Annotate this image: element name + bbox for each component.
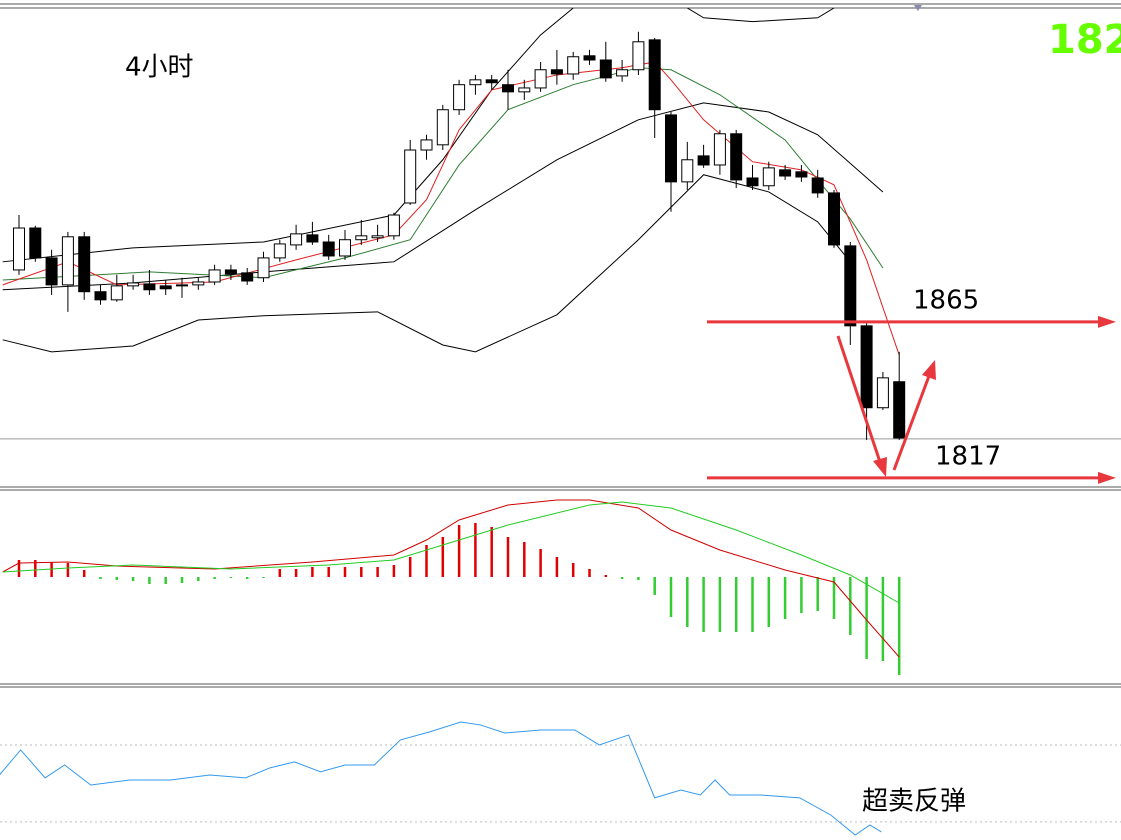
indicator-line	[2, 174, 851, 353]
candle-body	[779, 169, 792, 177]
candle-body	[208, 269, 221, 283]
candle-body	[355, 235, 368, 241]
indicator-line	[2, 8, 835, 263]
candle-body	[224, 269, 237, 275]
candle-body	[257, 257, 270, 279]
candle-body	[550, 69, 563, 75]
candle-body	[648, 39, 661, 111]
candle-body	[697, 155, 710, 166]
candle-body	[371, 235, 384, 239]
candle-body	[713, 133, 726, 166]
level-label: 1865	[913, 285, 979, 315]
candle-body	[746, 177, 759, 187]
candle-body	[306, 234, 319, 243]
candle-body	[322, 241, 335, 257]
price-display: 182	[1048, 17, 1121, 63]
arrow	[892, 375, 931, 471]
candle-body	[844, 245, 857, 327]
candle-body	[730, 133, 743, 181]
candle-body	[534, 69, 547, 89]
candle-body	[176, 284, 188, 287]
candle-body	[290, 233, 303, 246]
candle-body	[502, 84, 514, 93]
arrow	[836, 335, 882, 463]
oscillator-panel	[0, 721, 1121, 836]
candle-body	[420, 139, 433, 151]
oscillator-line	[0, 721, 882, 836]
marker	[914, 5, 922, 11]
candle-body	[127, 282, 140, 287]
macd-line	[2, 499, 900, 658]
candle-body	[599, 59, 612, 79]
candle-body	[110, 285, 123, 301]
macd-line	[2, 501, 900, 604]
candle-body	[681, 159, 694, 183]
candle-body	[616, 69, 629, 77]
candle-body	[795, 171, 808, 178]
candle-body	[13, 227, 25, 271]
candle-body	[893, 381, 906, 439]
candle-body	[387, 214, 400, 237]
candle-body	[94, 291, 107, 301]
chart-title: 4小时	[125, 53, 194, 83]
candle-body	[860, 325, 873, 409]
candle-body	[45, 257, 58, 286]
candle-body	[583, 55, 596, 61]
candle-body	[78, 236, 91, 293]
candle-body	[762, 167, 775, 187]
candle-body	[567, 56, 580, 75]
level-label: 1817	[935, 441, 1001, 471]
candle-body	[665, 114, 677, 183]
candle-body	[273, 243, 286, 259]
candle-body	[469, 79, 482, 86]
indicator-line	[2, 67, 884, 281]
candle-body	[811, 177, 824, 194]
candle-body	[632, 41, 645, 71]
level-arrowhead	[1098, 471, 1116, 484]
candle-body	[404, 149, 417, 204]
annotation: 超卖反弹	[862, 787, 966, 817]
candle-body	[828, 192, 840, 246]
macd-panel	[2, 499, 901, 675]
candle-body	[241, 272, 254, 282]
candle-body	[29, 227, 42, 259]
candle-body	[61, 236, 74, 286]
main-panel	[0, 8, 1121, 440]
trend-arrows	[836, 335, 936, 477]
arrowhead	[922, 360, 936, 380]
arrowhead	[873, 457, 887, 477]
candle-body	[485, 79, 498, 84]
candle-body	[192, 281, 205, 286]
candle-body	[436, 109, 449, 146]
candle-body	[143, 283, 156, 291]
candle-body	[518, 87, 531, 93]
candle-body	[453, 84, 466, 111]
level-arrowhead	[1098, 315, 1116, 328]
candle-body	[339, 239, 351, 257]
candle-body	[876, 377, 889, 409]
candle-body	[159, 285, 172, 290]
indicator-line	[2, 61, 900, 356]
